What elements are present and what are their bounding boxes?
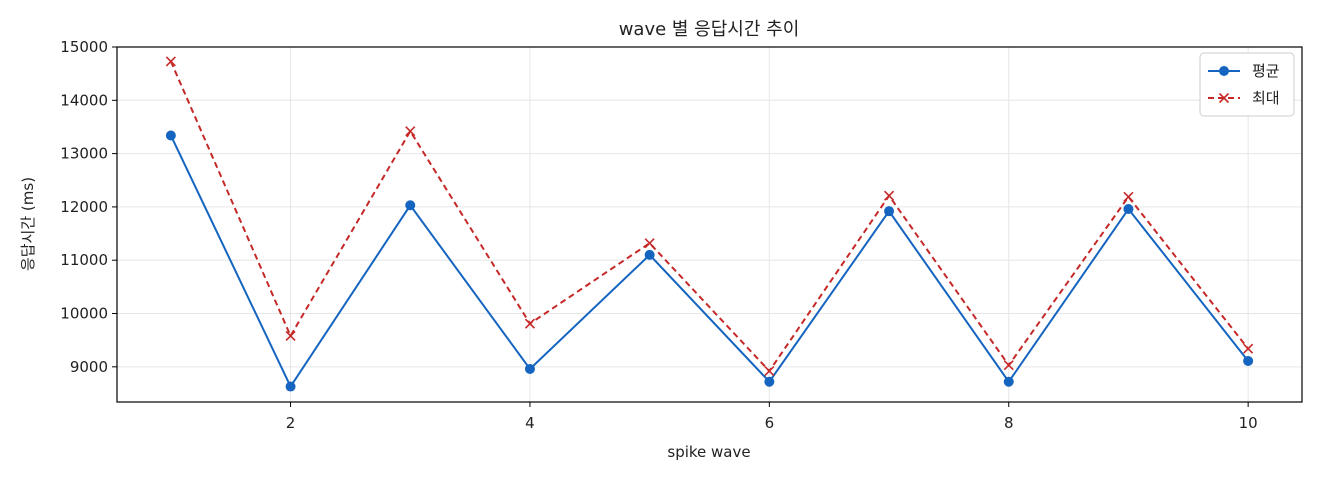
data-point [644,249,655,260]
y-tick-label: 13000 [60,145,108,163]
data-point [883,190,895,201]
data-point [764,376,775,387]
y-tick-label: 9000 [70,358,108,376]
legend-marker-max [1218,92,1230,104]
x-tick-label: 8 [1004,414,1014,432]
data-point [405,200,416,211]
data-point [764,366,775,377]
x-axis-label: spike wave [667,443,750,461]
legend-label-max: 최대 [1252,89,1280,107]
legend-marker-avg [1219,66,1229,76]
y-tick-label: 15000 [60,38,108,56]
plot-frame [116,46,1303,403]
data-point [1123,204,1134,215]
series-line-0 [169,135,1249,389]
data-point [1003,360,1014,371]
data-point [524,318,536,329]
data-point [1123,191,1134,202]
data-point [285,381,296,392]
data-point [405,126,416,137]
x-tick-label: 2 [286,414,296,432]
y-tick-label: 11000 [60,251,108,269]
data-point [1003,376,1014,387]
x-tick-label: 4 [525,414,535,432]
chart-title: wave 별 응답시간 추이 [619,19,800,40]
data-point [884,206,895,217]
series-line-1 [169,60,1249,373]
data-point [165,56,176,67]
legend-box [1199,52,1295,117]
legend: 평균 최대 [1199,52,1295,117]
data-point [285,330,296,341]
data-point [1243,343,1254,354]
data-point [165,130,176,141]
legend-label-avg: 평균 [1252,62,1280,80]
x-tick-label: 10 [1239,414,1258,432]
data-point [1243,355,1254,366]
y-tick-label: 12000 [60,198,108,216]
y-tick-label: 14000 [60,91,108,109]
series-group [165,56,1254,392]
y-tick-label: 10000 [60,305,108,323]
data-point [524,363,535,374]
data-point [644,238,655,249]
x-tick-label: 6 [765,414,775,432]
y-axis-label: 응답시간 (ms) [19,177,37,271]
ticks: 9000 10000 11000 12000 13000 14000 15000 2 4 6 8 10 [60,38,1257,432]
